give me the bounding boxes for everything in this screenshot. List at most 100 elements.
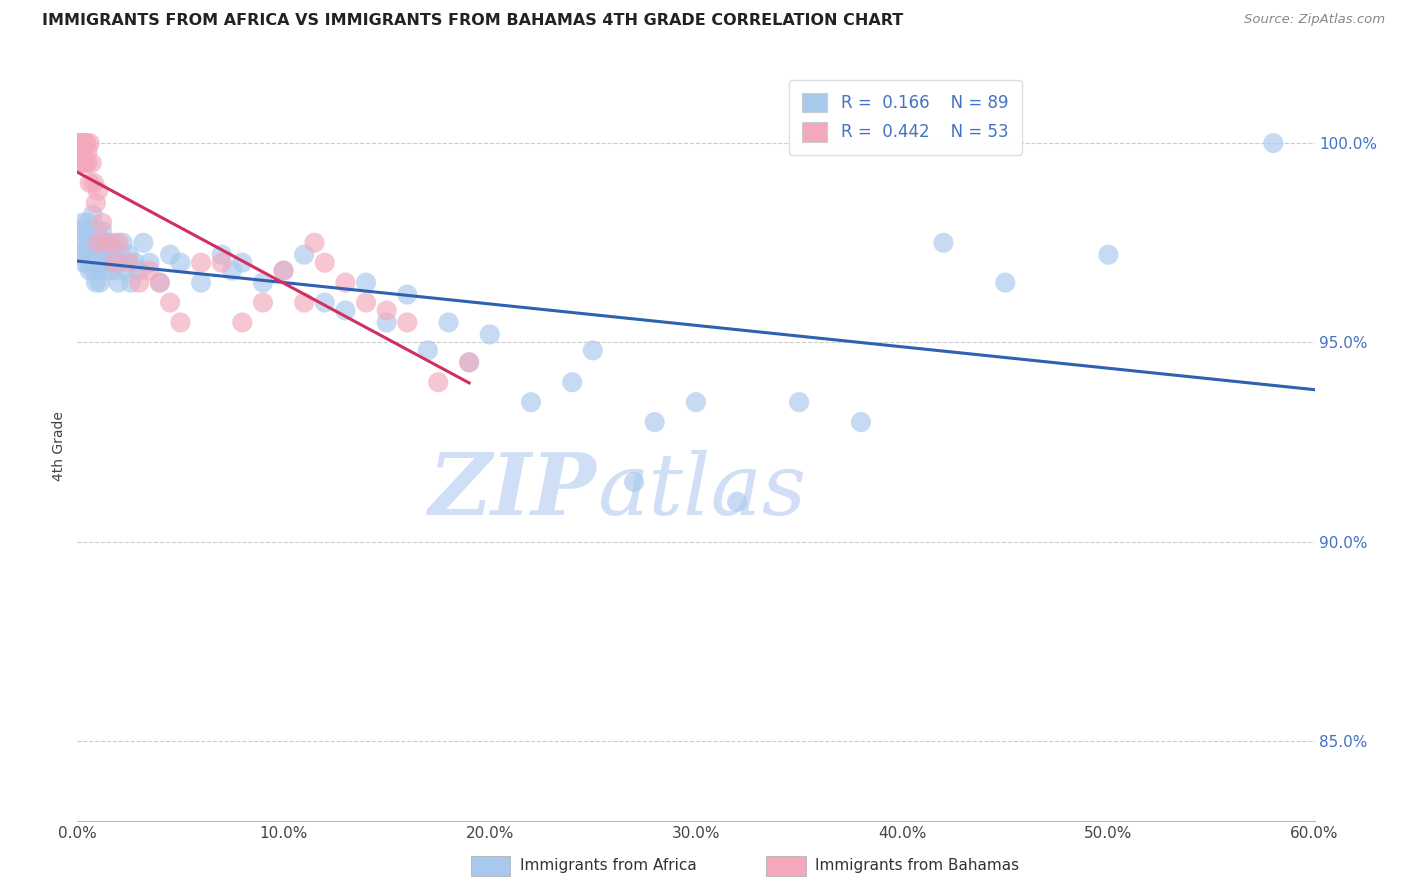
Point	[79, 136, 101, 150]
Point	[82, 208, 104, 222]
Point	[787, 395, 810, 409]
Point	[623, 475, 645, 489]
Point	[97, 235, 120, 250]
Point	[396, 287, 419, 301]
Point	[138, 255, 160, 269]
Point	[73, 235, 96, 250]
Point	[83, 235, 105, 250]
Point	[932, 235, 955, 250]
Point	[76, 255, 98, 269]
Point	[252, 295, 274, 310]
Point	[169, 315, 191, 329]
Point	[292, 295, 315, 310]
Point	[107, 276, 129, 290]
Point	[458, 355, 481, 369]
Point	[72, 255, 94, 269]
Point	[89, 276, 111, 290]
Point	[72, 216, 94, 230]
Point	[69, 136, 91, 150]
Point	[211, 248, 233, 262]
Point	[354, 276, 377, 290]
Point	[79, 235, 101, 250]
Point	[354, 295, 377, 310]
Point	[128, 263, 150, 277]
Text: Immigrants from Bahamas: Immigrants from Bahamas	[815, 858, 1019, 873]
Point	[89, 248, 111, 262]
Point	[190, 276, 212, 290]
Point	[292, 248, 315, 262]
Point	[80, 255, 103, 269]
Point	[91, 255, 114, 269]
Point	[67, 136, 90, 150]
Point	[273, 263, 295, 277]
Point	[84, 276, 107, 290]
Point	[375, 315, 398, 329]
Text: ZIP: ZIP	[429, 450, 598, 533]
Point	[72, 144, 94, 158]
Point	[114, 263, 136, 277]
Point	[169, 255, 191, 269]
Point	[458, 355, 481, 369]
Point	[107, 255, 129, 269]
Point	[110, 248, 132, 262]
Point	[231, 315, 253, 329]
Point	[69, 136, 91, 150]
Point	[73, 144, 96, 158]
Point	[76, 244, 98, 258]
Point	[107, 235, 129, 250]
Point	[87, 235, 110, 250]
Point	[231, 255, 253, 269]
Point	[561, 376, 583, 390]
Point	[80, 156, 103, 170]
Point	[98, 255, 121, 269]
Point	[87, 263, 110, 277]
Point	[67, 136, 90, 150]
Point	[70, 156, 93, 170]
Point	[101, 244, 124, 258]
Point	[87, 184, 110, 198]
Point	[67, 136, 90, 150]
Point	[335, 303, 357, 318]
Point	[849, 415, 872, 429]
Text: Immigrants from Africa: Immigrants from Africa	[520, 858, 697, 873]
Point	[86, 224, 108, 238]
Point	[124, 255, 146, 269]
Point	[73, 136, 96, 150]
Point	[83, 255, 105, 269]
Point	[314, 295, 336, 310]
Point	[159, 295, 181, 310]
Point	[994, 276, 1017, 290]
Point	[725, 495, 748, 509]
Point	[70, 136, 93, 150]
Point	[97, 263, 120, 277]
Point	[120, 276, 142, 290]
Point	[87, 235, 110, 250]
Point	[79, 263, 101, 277]
Point	[91, 216, 114, 230]
Point	[72, 136, 94, 150]
Point	[80, 248, 103, 262]
Text: atlas: atlas	[598, 450, 806, 533]
Point	[416, 343, 439, 358]
Y-axis label: 4th Grade: 4th Grade	[52, 411, 66, 481]
Point	[83, 176, 105, 190]
Point	[304, 235, 326, 250]
Point	[75, 156, 97, 170]
Point	[83, 263, 105, 277]
Point	[76, 144, 98, 158]
Point	[84, 195, 107, 210]
Point	[427, 376, 450, 390]
Point	[76, 156, 98, 170]
Point	[72, 136, 94, 150]
Point	[1263, 136, 1285, 150]
Point	[132, 235, 155, 250]
Point	[84, 244, 107, 258]
Point	[70, 248, 93, 262]
Legend: R =  0.166    N = 89, R =  0.442    N = 53: R = 0.166 N = 89, R = 0.442 N = 53	[789, 79, 1022, 155]
Point	[111, 235, 134, 250]
Point	[76, 136, 98, 150]
Point	[1097, 248, 1119, 262]
Point	[75, 224, 97, 238]
Point	[76, 216, 98, 230]
Point	[252, 276, 274, 290]
